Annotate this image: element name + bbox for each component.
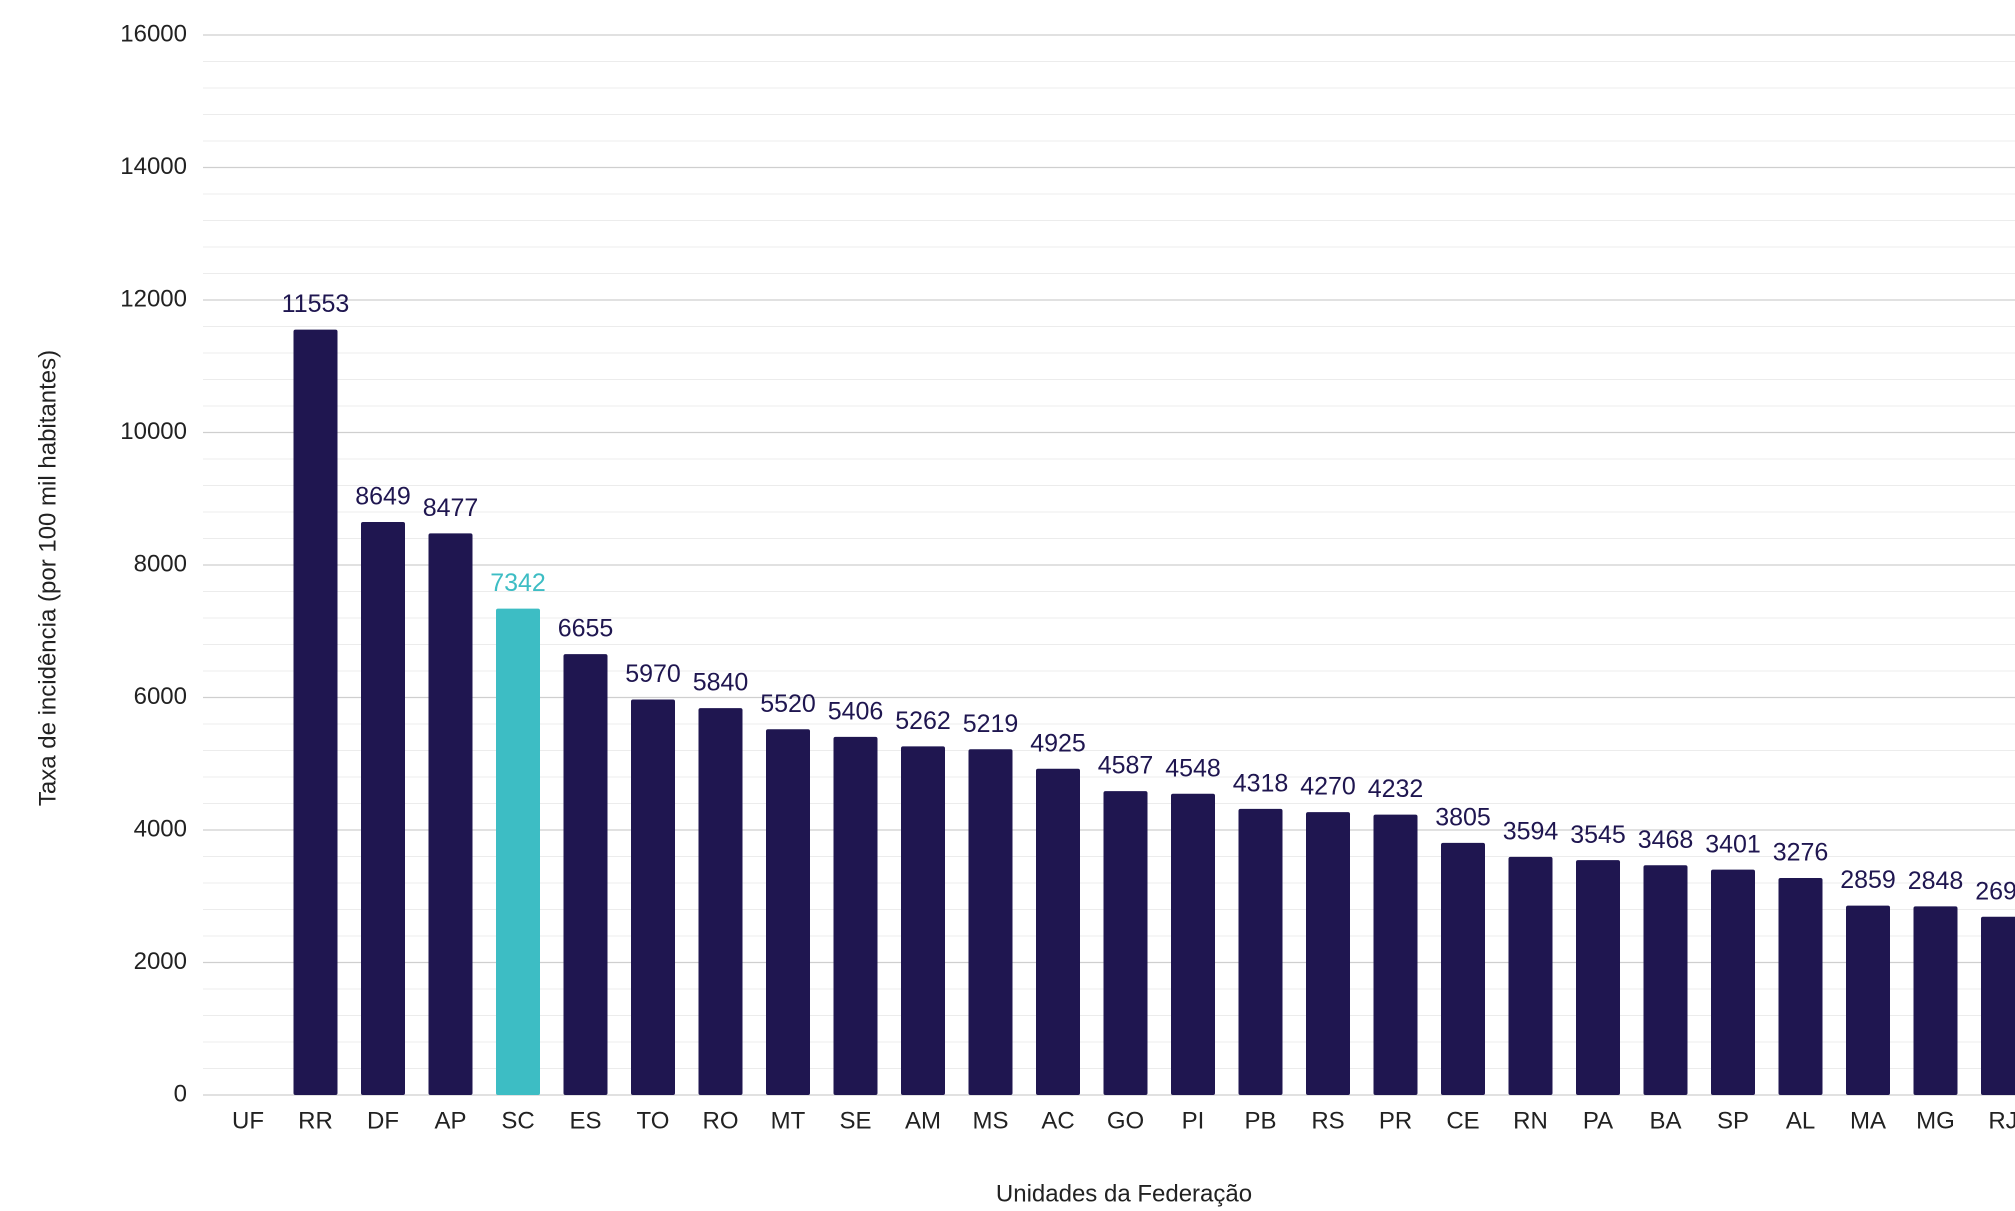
value-label: 3545 xyxy=(1570,821,1626,849)
bar xyxy=(1913,906,1958,1095)
y-axis-label: Taxa de incidência (por 100 mil habitant… xyxy=(34,350,61,806)
x-axis-label: Unidades da Federação xyxy=(996,1180,1252,1207)
bar xyxy=(1643,865,1688,1095)
value-label: 6655 xyxy=(558,615,614,643)
bar xyxy=(1036,768,1080,1095)
y-tick-label: 10000 xyxy=(120,418,187,445)
bar xyxy=(563,654,608,1095)
value-label: 5262 xyxy=(895,707,951,735)
value-label: 5840 xyxy=(693,669,749,697)
x-tick-label: GO xyxy=(1107,1107,1144,1134)
x-tick-label: RS xyxy=(1311,1107,1344,1134)
bar xyxy=(1778,877,1823,1095)
y-tick-label: 2000 xyxy=(134,948,187,975)
bar xyxy=(901,746,945,1095)
x-tick-label: MS xyxy=(973,1107,1009,1134)
bar xyxy=(1373,814,1418,1095)
value-label: 8477 xyxy=(423,494,479,522)
bar xyxy=(1981,916,2015,1095)
x-tick-label: ES xyxy=(569,1107,601,1134)
bar xyxy=(1103,791,1148,1095)
x-tick-label: MA xyxy=(1850,1107,1886,1134)
x-tick-label: AL xyxy=(1786,1107,1815,1134)
x-tick-label: SC xyxy=(501,1107,534,1134)
value-label: 3401 xyxy=(1705,830,1761,858)
value-label: 3276 xyxy=(1773,839,1829,867)
value-label: 2690 xyxy=(1975,877,2015,905)
bar xyxy=(1238,808,1283,1095)
value-label: 11553 xyxy=(282,290,350,318)
value-label: 4548 xyxy=(1165,754,1221,782)
x-tick-label: UF xyxy=(232,1107,264,1134)
x-tick-label: PI xyxy=(1182,1107,1205,1134)
x-tick-label: DF xyxy=(367,1107,399,1134)
x-tick-label: MG xyxy=(1916,1107,1955,1134)
bar xyxy=(698,708,743,1095)
y-tick-label: 4000 xyxy=(134,815,187,842)
x-tick-label: RJ xyxy=(1988,1107,2015,1134)
bar xyxy=(1171,793,1215,1095)
x-tick-label: SE xyxy=(839,1107,871,1134)
x-tick-label: RO xyxy=(703,1107,739,1134)
value-label: 4925 xyxy=(1030,729,1086,757)
bar xyxy=(833,736,878,1095)
x-tick-label: RN xyxy=(1513,1107,1548,1134)
bar xyxy=(428,533,473,1095)
value-label: 3468 xyxy=(1638,826,1694,854)
bar xyxy=(293,329,338,1095)
x-tick-label: SP xyxy=(1717,1107,1749,1134)
value-label: 4270 xyxy=(1300,773,1356,801)
bar xyxy=(361,522,405,1095)
y-tick-label: 12000 xyxy=(120,285,187,312)
value-label: 3594 xyxy=(1503,818,1559,846)
y-tick-label: 8000 xyxy=(134,550,187,577)
value-label: 5406 xyxy=(828,697,884,725)
y-tick-label: 0 xyxy=(174,1080,187,1107)
y-tick-label: 16000 xyxy=(120,20,187,47)
value-label: 3805 xyxy=(1435,804,1491,832)
x-tick-label: CE xyxy=(1446,1107,1479,1134)
value-label: 4587 xyxy=(1098,752,1154,780)
bar xyxy=(1441,842,1485,1095)
x-tick-label: PR xyxy=(1379,1107,1412,1134)
bar xyxy=(1846,905,1890,1095)
x-tick-label: MT xyxy=(771,1107,806,1134)
value-label: 5970 xyxy=(625,660,681,688)
x-tick-label: AM xyxy=(905,1107,941,1134)
x-tick-label: BA xyxy=(1649,1107,1681,1134)
value-label: 4232 xyxy=(1368,775,1424,803)
bar xyxy=(1711,869,1755,1095)
y-tick-label: 14000 xyxy=(120,153,187,180)
bar xyxy=(1508,856,1553,1095)
bar xyxy=(766,729,810,1095)
bar xyxy=(1576,860,1620,1095)
bar xyxy=(968,749,1013,1095)
bar xyxy=(631,699,675,1095)
value-label: 5520 xyxy=(760,690,816,718)
x-tick-label: PA xyxy=(1583,1107,1613,1134)
value-label: 2859 xyxy=(1840,866,1896,894)
x-tick-label: RR xyxy=(298,1107,333,1134)
x-tick-label: AP xyxy=(434,1107,466,1134)
x-tick-label: PB xyxy=(1244,1107,1276,1134)
value-label: 8649 xyxy=(355,483,411,511)
bar xyxy=(1306,812,1350,1095)
value-label: 5219 xyxy=(963,710,1019,738)
value-label: 7342 xyxy=(490,569,546,597)
bar xyxy=(496,608,540,1095)
value-label: 4318 xyxy=(1233,770,1289,798)
value-label: 2848 xyxy=(1908,867,1964,895)
x-tick-label: TO xyxy=(637,1107,670,1134)
y-tick-label: 6000 xyxy=(134,683,187,710)
x-tick-label: AC xyxy=(1041,1107,1074,1134)
